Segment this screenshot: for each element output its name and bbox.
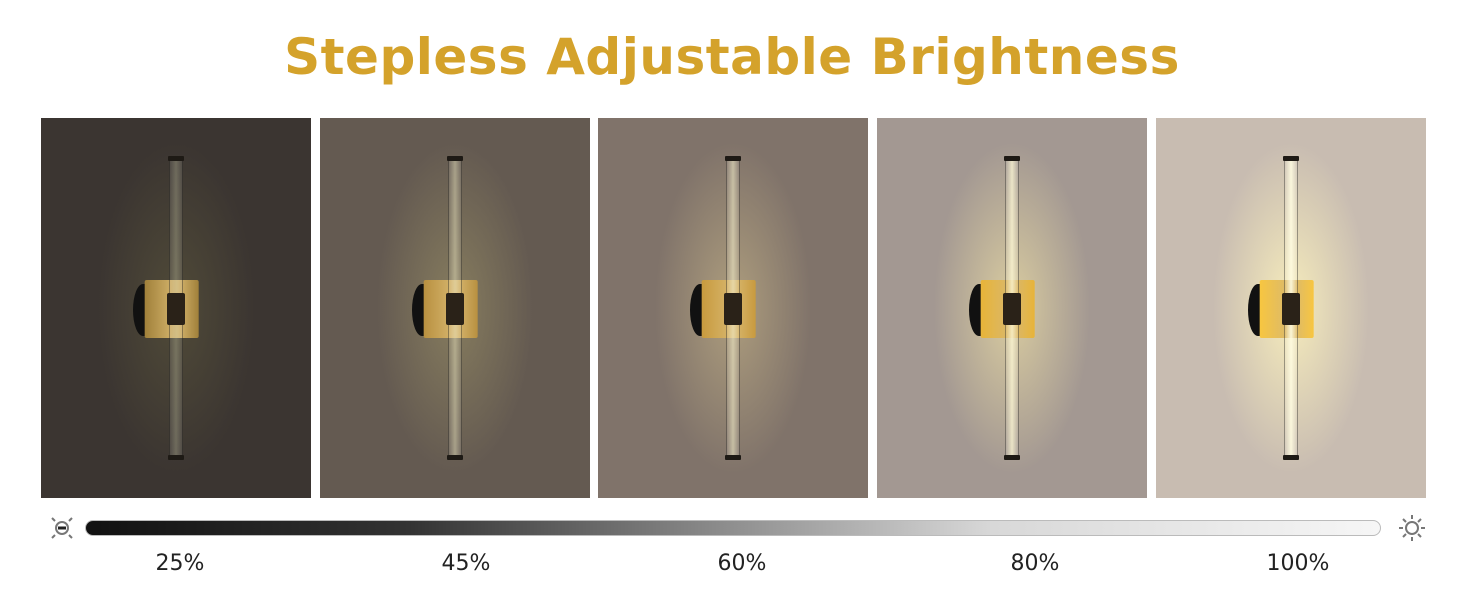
sconce-photo-panel	[598, 118, 868, 498]
dim-brightness-icon	[51, 517, 73, 539]
rod-cap-bottom	[1283, 455, 1299, 460]
sconce-photo-panel	[41, 118, 311, 498]
rod-cap-bottom	[725, 455, 741, 460]
rod-cap-bottom	[447, 455, 463, 460]
bright-sun-icon	[1399, 515, 1425, 541]
brightness-slider[interactable]	[85, 520, 1381, 536]
brightness-label: 80%	[1010, 551, 1060, 576]
rod-collar	[1282, 293, 1300, 325]
rod-collar	[446, 293, 464, 325]
rod-cap-bottom	[168, 455, 184, 460]
rod-cap-top	[725, 156, 741, 161]
rod-cap-top	[1004, 156, 1020, 161]
rod-cap-bottom	[1004, 455, 1020, 460]
brightness-label: 45%	[441, 551, 491, 576]
brightness-label: 25%	[155, 551, 205, 576]
page-title: Stepless Adjustable Brightness	[284, 28, 1180, 86]
rod-collar	[167, 293, 185, 325]
rod-cap-top	[447, 156, 463, 161]
sconce-photo-panel	[320, 118, 590, 498]
sconce-photo-panel	[1156, 118, 1426, 498]
rod-cap-top	[168, 156, 184, 161]
rod-cap-top	[1283, 156, 1299, 161]
brightness-label: 100%	[1266, 551, 1330, 576]
sconce-photo-panel	[877, 118, 1147, 498]
rod-collar	[1003, 293, 1021, 325]
rod-collar	[724, 293, 742, 325]
brightness-label: 60%	[717, 551, 767, 576]
